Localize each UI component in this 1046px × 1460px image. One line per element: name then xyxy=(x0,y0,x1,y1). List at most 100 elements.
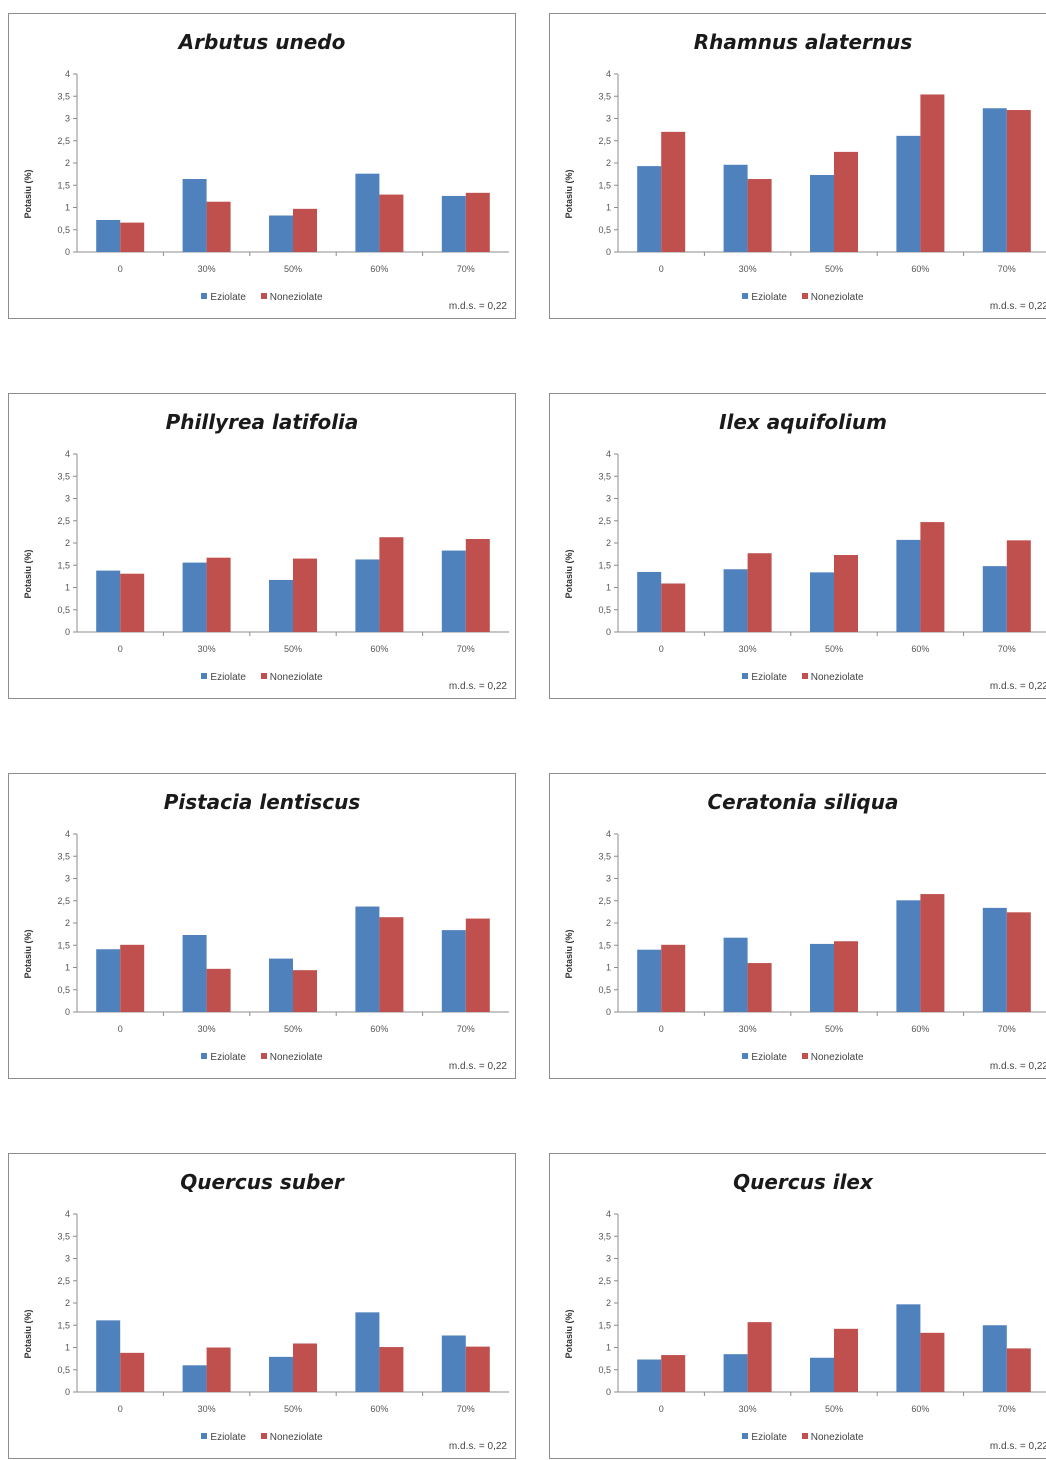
bar-noneziolate xyxy=(293,1343,317,1392)
x-tick-label: 50% xyxy=(284,264,302,274)
x-tick-label: 70% xyxy=(998,644,1016,654)
legend-swatch xyxy=(201,1053,208,1059)
bar-noneziolate xyxy=(920,522,945,632)
y-tick-label: 3 xyxy=(65,874,70,884)
bar-noneziolate xyxy=(747,179,772,252)
bar-eziolate xyxy=(637,949,662,1012)
x-tick-label: 70% xyxy=(998,264,1016,274)
y-tick-label: 1 xyxy=(65,963,70,973)
bar-eziolate xyxy=(269,1356,293,1392)
x-tick-label: 0 xyxy=(118,644,123,654)
y-axis-label: Potasiu (%) xyxy=(564,929,574,979)
y-tick-label: 0 xyxy=(65,1387,70,1397)
chart-plot: 0 0,5 1 1,5 2 2,5 3 3,5 4 0 30% 50% 60% 70% xyxy=(57,449,509,654)
y-axis-label: Potasiu (%) xyxy=(564,549,574,599)
legend: Eziolate Noneziolate xyxy=(550,1432,1046,1443)
y-tick-label: 0 xyxy=(65,1007,70,1017)
x-tick-label: 0 xyxy=(118,264,123,274)
bar-noneziolate xyxy=(206,968,231,1012)
x-tick-label: 0 xyxy=(659,1404,664,1414)
mds-note: m.d.s. = 0,22 xyxy=(989,1441,1046,1452)
bar-eziolate xyxy=(810,572,834,632)
bar-eziolate xyxy=(896,1304,921,1392)
chart-title: Quercus suber xyxy=(180,1170,344,1194)
y-tick-label: 2,5 xyxy=(598,136,611,146)
y-tick-label: 4 xyxy=(606,449,611,459)
bar-noneziolate xyxy=(834,941,858,1012)
mds-note: m.d.s. = 0,22 xyxy=(448,301,507,312)
x-tick-label: 50% xyxy=(284,1404,302,1414)
y-tick-label: 2 xyxy=(65,158,70,168)
y-tick-label: 2 xyxy=(65,1298,70,1308)
x-tick-label: 30% xyxy=(198,644,216,654)
y-tick-label: 1 xyxy=(65,203,70,213)
legend-label: Eziolate xyxy=(210,1432,246,1443)
bar-noneziolate xyxy=(465,918,490,1012)
y-tick-label: 2 xyxy=(606,538,611,548)
bar-noneziolate xyxy=(120,222,145,252)
legend-label: Noneziolate xyxy=(810,292,864,303)
bar-noneziolate xyxy=(120,573,145,632)
y-tick-label: 1,5 xyxy=(598,940,611,950)
legend-item-eziolate: Eziolate xyxy=(742,1432,787,1443)
x-tick-label: 70% xyxy=(457,264,475,274)
x-tick-label: 60% xyxy=(911,644,929,654)
legend-item-noneziolate: Noneziolate xyxy=(801,1052,864,1063)
mds-note: m.d.s. = 0,22 xyxy=(448,1061,507,1072)
legend-swatch xyxy=(801,1053,808,1059)
x-tick-label: 50% xyxy=(284,1024,302,1034)
bar-eziolate xyxy=(355,1312,380,1392)
chart-plot: 0 0,5 1 1,5 2 2,5 3 3,5 4 0 30% 50% 60% 70% xyxy=(57,829,509,1034)
y-tick-label: 2,5 xyxy=(57,1276,70,1286)
x-tick-label: 70% xyxy=(457,1404,475,1414)
bar-noneziolate xyxy=(920,894,945,1012)
y-tick-label: 2,5 xyxy=(57,136,70,146)
bar-eziolate xyxy=(810,175,834,252)
y-tick-label: 3,5 xyxy=(598,1231,611,1241)
bar-eziolate xyxy=(182,179,207,252)
y-tick-label: 3,5 xyxy=(57,91,70,101)
bar-eziolate xyxy=(96,1320,121,1392)
chart-panel: 0 0,5 1 1,5 2 2,5 3 3,5 4 0 30% 50% 60% 70% Phillyrea… xyxy=(8,393,516,699)
x-tick-label: 50% xyxy=(825,1024,843,1034)
legend-label: Eziolate xyxy=(210,292,246,303)
chart-plot: 0 0,5 1 1,5 2 2,5 3 3,5 4 0 30% 50% 60% 70% xyxy=(57,69,509,274)
legend-item-eziolate: Eziolate xyxy=(201,1052,246,1063)
x-tick-label: 30% xyxy=(739,1404,757,1414)
y-tick-label: 4 xyxy=(65,449,70,459)
y-tick-label: 2,5 xyxy=(598,1276,611,1286)
x-tick-label: 50% xyxy=(825,1404,843,1414)
legend-swatch xyxy=(260,673,267,679)
y-tick-label: 4 xyxy=(606,1209,611,1219)
legend: Eziolate Noneziolate xyxy=(550,672,1046,683)
y-tick-label: 3 xyxy=(65,1254,70,1264)
y-tick-label: 2 xyxy=(606,158,611,168)
x-tick-label: 60% xyxy=(370,644,388,654)
x-tick-label: 60% xyxy=(370,1024,388,1034)
bar-noneziolate xyxy=(120,1352,145,1392)
y-tick-label: 2,5 xyxy=(598,896,611,906)
y-axis-label: Potasiu (%) xyxy=(564,169,574,219)
mds-note: m.d.s. = 0,22 xyxy=(448,1441,507,1452)
bar-noneziolate xyxy=(661,944,686,1012)
bar-noneziolate xyxy=(1006,1348,1031,1392)
y-tick-label: 4 xyxy=(606,69,611,79)
y-tick-label: 2 xyxy=(65,538,70,548)
bar-noneziolate xyxy=(747,963,772,1012)
x-tick-label: 60% xyxy=(911,264,929,274)
mds-note: m.d.s. = 0,22 xyxy=(989,1061,1046,1072)
bar-noneziolate xyxy=(834,1328,858,1392)
legend-swatch xyxy=(260,1433,267,1439)
bar-noneziolate xyxy=(661,131,686,252)
mds-note: m.d.s. = 0,22 xyxy=(448,681,507,692)
bar-noneziolate xyxy=(379,194,404,252)
bar-eziolate xyxy=(982,907,1007,1012)
x-tick-label: 30% xyxy=(198,264,216,274)
legend-swatch xyxy=(201,293,208,299)
y-tick-label: 3,5 xyxy=(57,1231,70,1241)
y-tick-label: 1 xyxy=(606,203,611,213)
legend-label: Noneziolate xyxy=(810,1052,864,1063)
legend-label: Eziolate xyxy=(751,672,787,683)
legend: Eziolate Noneziolate xyxy=(9,672,515,683)
legend-swatch xyxy=(742,673,749,679)
